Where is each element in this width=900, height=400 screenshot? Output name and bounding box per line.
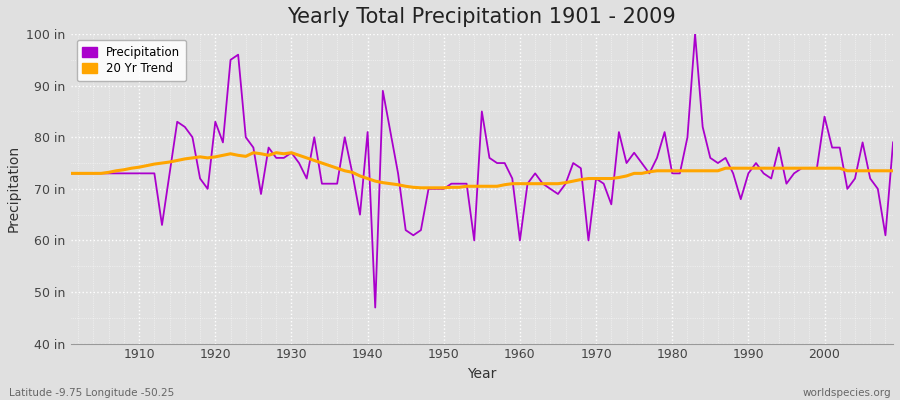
Y-axis label: Precipitation: Precipitation: [7, 145, 21, 232]
Title: Yearly Total Precipitation 1901 - 2009: Yearly Total Precipitation 1901 - 2009: [287, 7, 676, 27]
Legend: Precipitation, 20 Yr Trend: Precipitation, 20 Yr Trend: [76, 40, 186, 81]
Text: worldspecies.org: worldspecies.org: [803, 388, 891, 398]
Text: Latitude -9.75 Longitude -50.25: Latitude -9.75 Longitude -50.25: [9, 388, 175, 398]
X-axis label: Year: Year: [467, 367, 497, 381]
